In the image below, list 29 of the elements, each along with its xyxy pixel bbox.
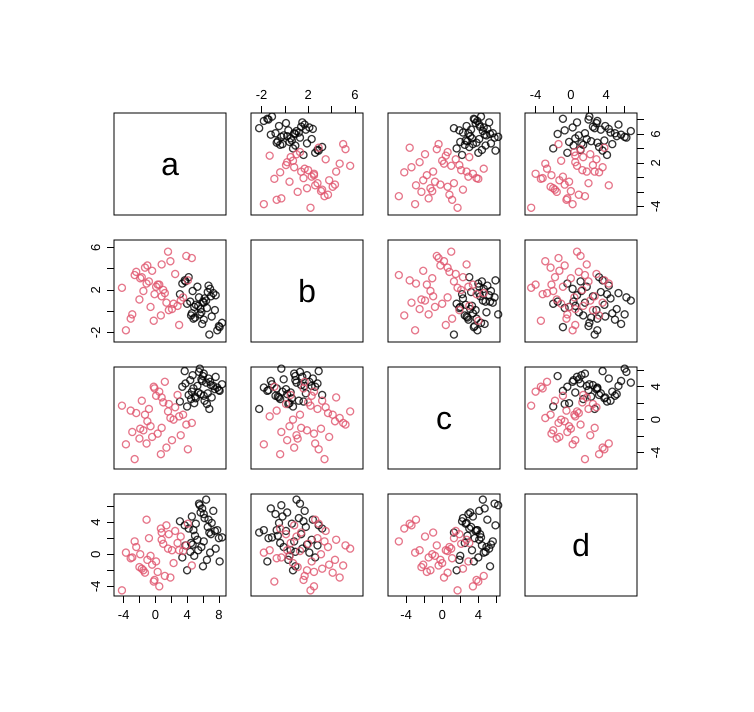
text: a xyxy=(161,146,180,182)
y-tick-label: 4 xyxy=(88,518,103,526)
text: d xyxy=(572,527,590,563)
y-tick-label: 0 xyxy=(648,416,663,424)
y-tick-label: -4 xyxy=(648,200,663,212)
y-tick-label: 6 xyxy=(88,244,103,252)
x-tick-label: 0 xyxy=(438,607,446,622)
x-tick-label: 4 xyxy=(602,87,610,102)
x-tick-label: -4 xyxy=(118,607,130,622)
y-tick-label: 4 xyxy=(648,383,663,390)
x-tick-label: -4 xyxy=(530,87,542,102)
x-tick-label: -2 xyxy=(256,87,268,102)
x-tick-label: 0 xyxy=(567,87,574,102)
y-tick-label: 6 xyxy=(648,130,663,138)
y-tick-label: 0 xyxy=(88,550,103,558)
x-tick-label: 8 xyxy=(215,607,222,622)
y-tick-label: 2 xyxy=(648,159,663,167)
y-tick-label: -4 xyxy=(88,580,103,592)
x-tick-label: 2 xyxy=(304,87,312,102)
text: c xyxy=(436,400,452,436)
text: b xyxy=(298,273,316,309)
x-tick-label: 4 xyxy=(474,607,482,622)
x-tick-label: 0 xyxy=(152,607,159,622)
x-tick-label: 6 xyxy=(351,87,358,102)
x-tick-label: 4 xyxy=(183,607,191,622)
y-tick-label: 2 xyxy=(88,286,103,294)
x-tick-label: -4 xyxy=(400,607,412,622)
y-tick-label: -4 xyxy=(648,446,663,458)
y-tick-label: -2 xyxy=(88,326,103,338)
